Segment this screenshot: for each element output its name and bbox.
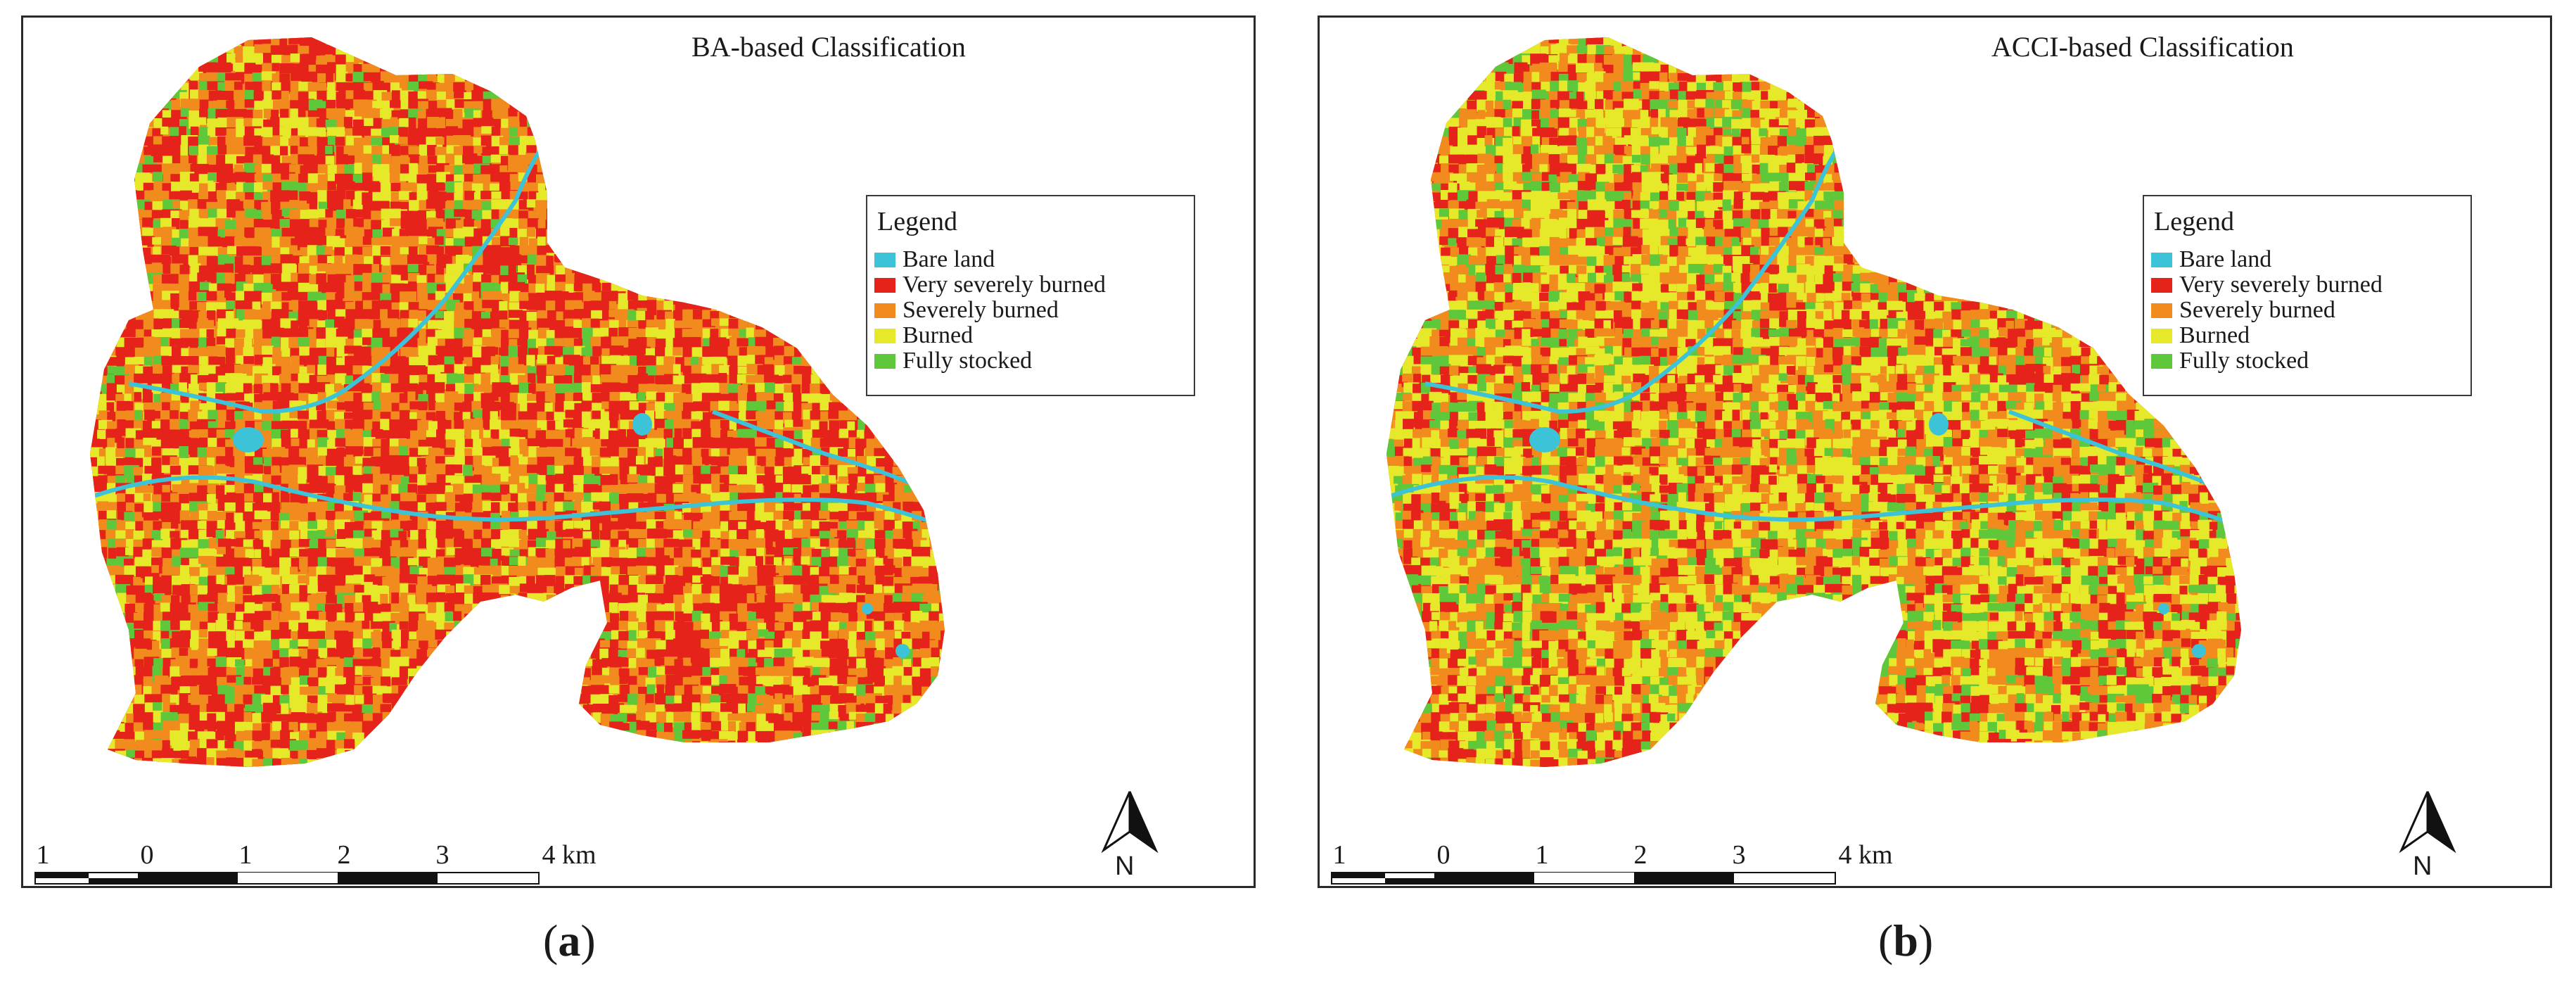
river-bare-land: [1389, 475, 2236, 526]
legend-label: Very severely burned: [2179, 272, 2383, 298]
caption-b: (b): [1878, 915, 1933, 967]
legend-item-burned: Burned: [874, 322, 1187, 348]
legend-swatch: [874, 353, 895, 369]
north-arrow-icon: N: [1098, 788, 1161, 886]
legend-label: Fully stocked: [903, 348, 1033, 374]
legend-title: Legend: [877, 207, 957, 236]
legend-item-very-severely-burned: Very severely burned: [2151, 272, 2463, 298]
burn-severity-map-a: [90, 37, 945, 767]
legend-swatch: [2151, 303, 2172, 318]
legend-swatch: [2151, 328, 2172, 343]
classified-raster: [90, 37, 945, 767]
legend-swatch: [874, 252, 895, 267]
north-arrow-icon: N: [2396, 788, 2459, 886]
legend-label: Fully stocked: [2179, 348, 2309, 374]
bare-land-patch: [233, 427, 264, 452]
north-label: N: [2413, 851, 2432, 881]
map-panel-a: BA-based Classification Legend Bare land…: [21, 15, 1256, 888]
legend-title: Legend: [2154, 207, 2234, 236]
legend-label: Severely burned: [2179, 297, 2335, 323]
legend-label: Burned: [2179, 322, 2250, 348]
map-title-a: BA-based Classification: [691, 31, 966, 63]
bare-land-patch: [2192, 644, 2206, 658]
bare-land-patch: [1529, 427, 1560, 452]
legend-a: Legend Bare land Very severely burned Se…: [866, 195, 1195, 396]
map-title-b: ACCI-based Classification: [1991, 31, 2294, 63]
river-bare-land: [711, 410, 918, 488]
scale-label: 3: [1732, 840, 1746, 870]
legend-item-fully-stocked: Fully stocked: [2151, 348, 2463, 374]
scale-bar-graphic: [34, 872, 540, 885]
caption-paren: (: [1878, 915, 1894, 965]
scale-bar-graphic: [1331, 872, 1836, 885]
legend-item-burned: Burned: [2151, 322, 2463, 348]
legend-label: Severely burned: [903, 297, 1059, 323]
caption-letter: a: [558, 915, 581, 965]
legend-label: Burned: [903, 322, 974, 348]
legend-swatch: [2151, 252, 2172, 267]
scale-label: 0: [1436, 840, 1450, 870]
caption-paren: ): [1918, 915, 1934, 965]
scale-label: 1: [36, 840, 50, 870]
river-bare-land: [1424, 143, 1842, 414]
bare-land-patch: [895, 644, 910, 658]
legend-swatch: [2151, 353, 2172, 369]
map-panel-b: ACCI-based Classification Legend Bare la…: [1318, 15, 2552, 888]
bare-land-patch: [862, 603, 873, 614]
legend-b: Legend Bare land Very severely burned Se…: [2143, 195, 2472, 396]
legend-swatch: [874, 303, 895, 318]
scale-bar: 1 0 1 2 3 4 km: [1331, 839, 2034, 886]
scale-label: 1: [238, 840, 253, 870]
north-label: N: [1115, 851, 1135, 881]
legend-swatch: [2151, 277, 2172, 293]
river-bare-land: [2008, 410, 2214, 488]
scale-label: 4 km: [1838, 840, 1893, 870]
legend-label: Bare land: [2179, 246, 2272, 272]
caption-paren: (: [543, 915, 559, 965]
legend-item-very-severely-burned: Very severely burned: [874, 272, 1187, 298]
scale-label: 2: [337, 840, 351, 870]
scale-label: 0: [140, 840, 154, 870]
burn-severity-map-b: [1386, 37, 2241, 767]
scale-label: 1: [1535, 840, 1549, 870]
legend-item-severely-burned: Severely burned: [874, 297, 1187, 323]
river-bare-land: [93, 475, 939, 526]
classified-raster: [1386, 37, 2241, 767]
scale-label: 2: [1633, 840, 1647, 870]
legend-swatch: [874, 328, 895, 343]
legend-item-severely-burned: Severely burned: [2151, 297, 2463, 323]
bare-land-patch: [1929, 413, 1949, 436]
legend-label: Very severely burned: [903, 272, 1106, 298]
legend-item-bare-land: Bare land: [874, 246, 1187, 272]
bare-land-patch: [2158, 603, 2169, 614]
legend-item-bare-land: Bare land: [2151, 246, 2463, 272]
legend-label: Bare land: [903, 246, 995, 272]
legend-item-fully-stocked: Fully stocked: [874, 348, 1187, 374]
scale-label: 1: [1332, 840, 1346, 870]
scale-bar: 1 0 1 2 3 4 km: [34, 839, 738, 886]
caption-a: (a): [543, 915, 596, 967]
caption-letter: b: [1893, 915, 1918, 965]
scale-label: 4 km: [542, 840, 597, 870]
scale-label: 3: [435, 840, 449, 870]
caption-paren: ): [580, 915, 596, 965]
river-bare-land: [128, 143, 546, 414]
bare-land-patch: [632, 413, 652, 436]
legend-swatch: [874, 277, 895, 293]
